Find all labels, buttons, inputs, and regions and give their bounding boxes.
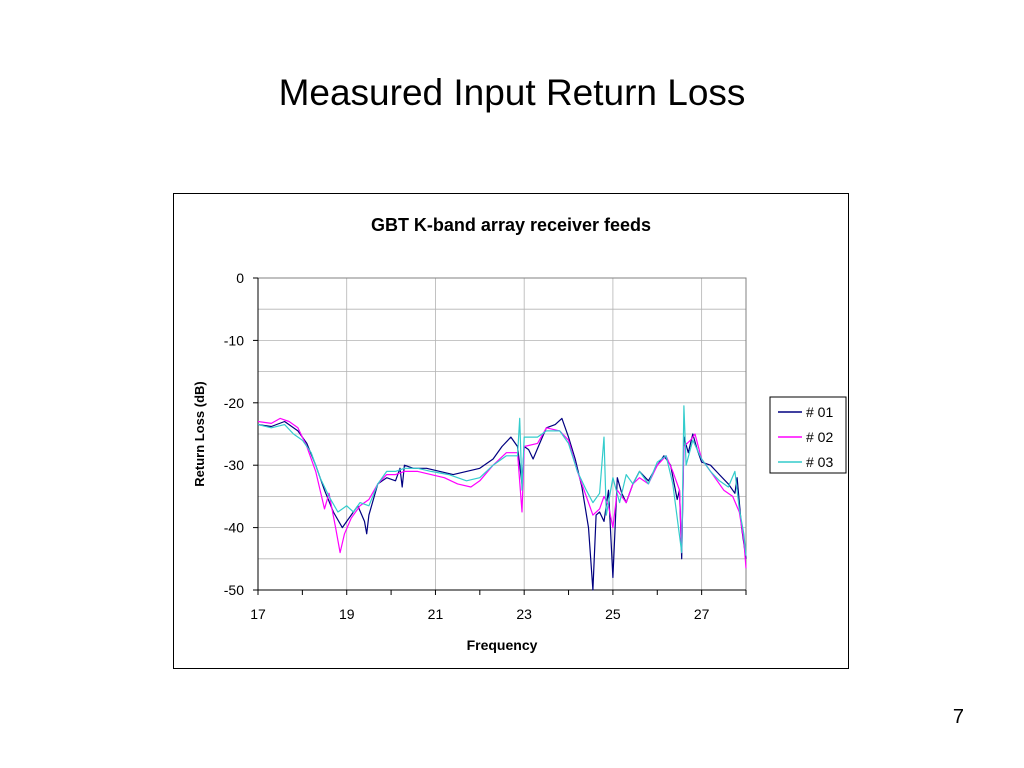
x-tick-label: 17 bbox=[250, 606, 266, 622]
x-tick-label: 25 bbox=[605, 606, 621, 622]
chart-grid bbox=[257, 277, 746, 591]
x-tick-label: 23 bbox=[516, 606, 532, 622]
y-tick-label: -20 bbox=[224, 395, 244, 411]
x-tick-label: 27 bbox=[694, 606, 710, 622]
series-line-2 bbox=[257, 417, 747, 569]
x-axis-label: Frequency bbox=[467, 637, 538, 653]
series-line-3 bbox=[257, 405, 747, 556]
page-number: 7 bbox=[952, 706, 964, 728]
slide-title: Measured Input Return Loss bbox=[278, 72, 746, 113]
y-tick-label: -50 bbox=[224, 582, 244, 598]
y-axis-label: Return Loss (dB) bbox=[192, 381, 207, 486]
legend-box bbox=[769, 396, 847, 474]
chart-title: GBT K-band array receiver feeds bbox=[371, 215, 651, 235]
chart-frame: GBT K-band array receiver feeds 0 -10 -20 -… bbox=[173, 193, 849, 669]
chart-series bbox=[257, 405, 747, 591]
y-tick-label: -30 bbox=[224, 457, 244, 473]
x-tick-label: 19 bbox=[339, 606, 355, 622]
chart-axes: 0 -10 -20 -30 -40 -50 17 19 21 23 25 27 bbox=[224, 270, 747, 622]
legend-label-1: # 01 bbox=[806, 404, 833, 420]
y-tick-label: -40 bbox=[224, 520, 244, 536]
chart-legend: # 01 # 02 # 03 bbox=[769, 396, 847, 474]
legend-label-2: # 02 bbox=[806, 429, 833, 445]
x-tick-label: 21 bbox=[428, 606, 444, 622]
y-tick-label: -10 bbox=[224, 332, 244, 348]
y-tick-label: 0 bbox=[236, 270, 244, 286]
legend-label-3: # 03 bbox=[806, 454, 833, 470]
return-loss-chart: GBT K-band array receiver feeds 0 -10 -20 -… bbox=[192, 215, 847, 653]
